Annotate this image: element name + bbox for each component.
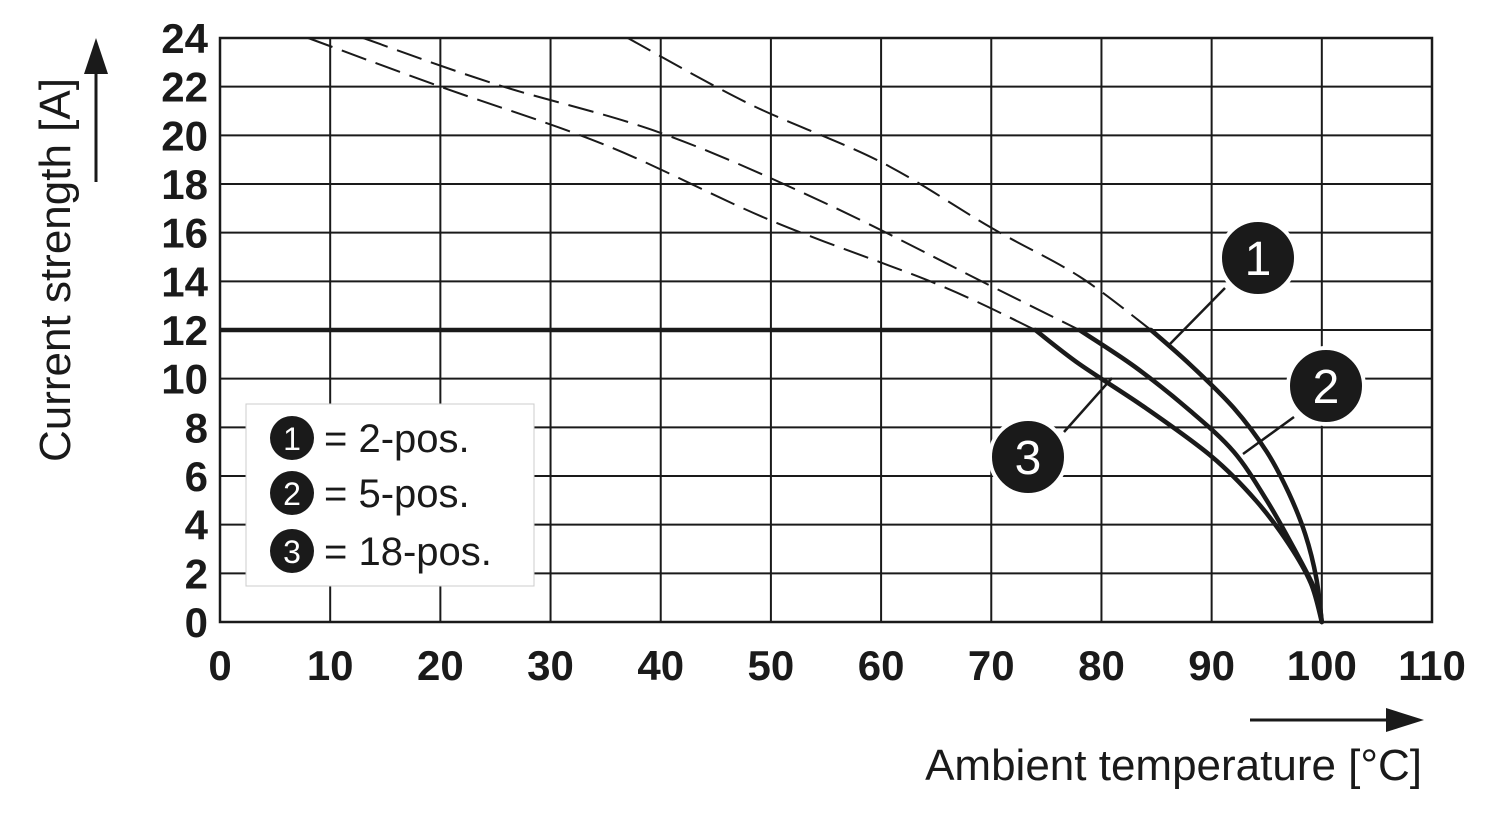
series-3-leader-line	[1063, 377, 1113, 433]
x-tick-label-60: 60	[858, 642, 905, 689]
series-3-dashed-extension	[307, 37, 1036, 331]
series-1-leader-line	[1167, 287, 1226, 347]
series-2-leader-line	[1242, 415, 1295, 456]
legend-item-2: 2 = 5-pos.	[270, 471, 470, 516]
y-tick-label-22: 22	[161, 64, 208, 111]
x-tick-label-80: 80	[1078, 642, 1125, 689]
series-1-derating-curve	[1148, 327, 1325, 625]
y-tick-label-18: 18	[161, 161, 208, 208]
series-1-marker-circle	[1218, 218, 1298, 298]
series-1-dashed-extension	[627, 37, 1152, 331]
tick-labels: 0 10 20 30 40 50 60 70 80 90 100 110024681012141618…	[161, 15, 1466, 689]
legend-marker-3: 3	[283, 534, 301, 570]
y-axis-title: Current strength [A]	[31, 78, 80, 462]
legend-marker-2: 2	[283, 476, 301, 512]
series-1-marker-label: 1	[1245, 233, 1272, 286]
y-tick-label-24: 24	[161, 15, 208, 62]
y-tick-label-2: 2	[185, 550, 208, 597]
series-lines	[220, 327, 1325, 625]
series-3-marker-label: 3	[1015, 432, 1042, 485]
legend-label-3: = 18-pos.	[324, 530, 492, 574]
y-tick-label-20: 20	[161, 112, 208, 159]
series-markers: 1 2 3	[988, 218, 1366, 497]
legend-marker-1: 1	[283, 421, 301, 457]
y-tick-label-0: 0	[185, 599, 208, 646]
x-tick-label-100: 100	[1287, 642, 1357, 689]
legend-label-1: = 2-pos.	[324, 417, 470, 461]
y-tick-label-10: 10	[161, 356, 208, 403]
series-2-marker-label: 2	[1313, 361, 1340, 414]
x-tick-label-0: 0	[208, 642, 231, 689]
y-tick-label-16: 16	[161, 210, 208, 257]
y-tick-label-6: 6	[185, 453, 208, 500]
x-axis-title: Ambient temperature [°C]	[925, 741, 1422, 790]
x-tick-label-10: 10	[307, 642, 354, 689]
x-tick-label-110: 110	[1398, 642, 1466, 689]
y-tick-label-12: 12	[161, 307, 208, 354]
series-3-marker-circle	[988, 417, 1068, 497]
legend: 1 = 2-pos. 2 = 5-pos. 3 = 18-pos.	[245, 403, 535, 587]
legend-item-1: 1 = 2-pos.	[270, 416, 470, 461]
legend-item-3: 3 = 18-pos.	[270, 529, 492, 574]
x-tick-label-40: 40	[637, 642, 684, 689]
dashed-extensions	[307, 37, 1152, 331]
series-3-derating-curve	[1033, 327, 1325, 625]
series-2-marker-circle	[1286, 346, 1366, 426]
x-tick-label-30: 30	[527, 642, 574, 689]
y-tick-label-4: 4	[185, 502, 209, 549]
grid	[218, 36, 1434, 624]
x-tick-label-20: 20	[417, 642, 464, 689]
x-tick-label-90: 90	[1188, 642, 1235, 689]
y-tick-label-14: 14	[161, 258, 208, 305]
legend-label-2: = 5-pos.	[324, 472, 470, 516]
x-tick-label-70: 70	[968, 642, 1015, 689]
y-axis-arrow	[84, 38, 108, 182]
x-axis-arrow	[1250, 708, 1424, 732]
x-tick-label-50: 50	[748, 642, 795, 689]
series-2-dashed-extension	[362, 37, 1080, 331]
y-tick-label-8: 8	[185, 404, 208, 451]
